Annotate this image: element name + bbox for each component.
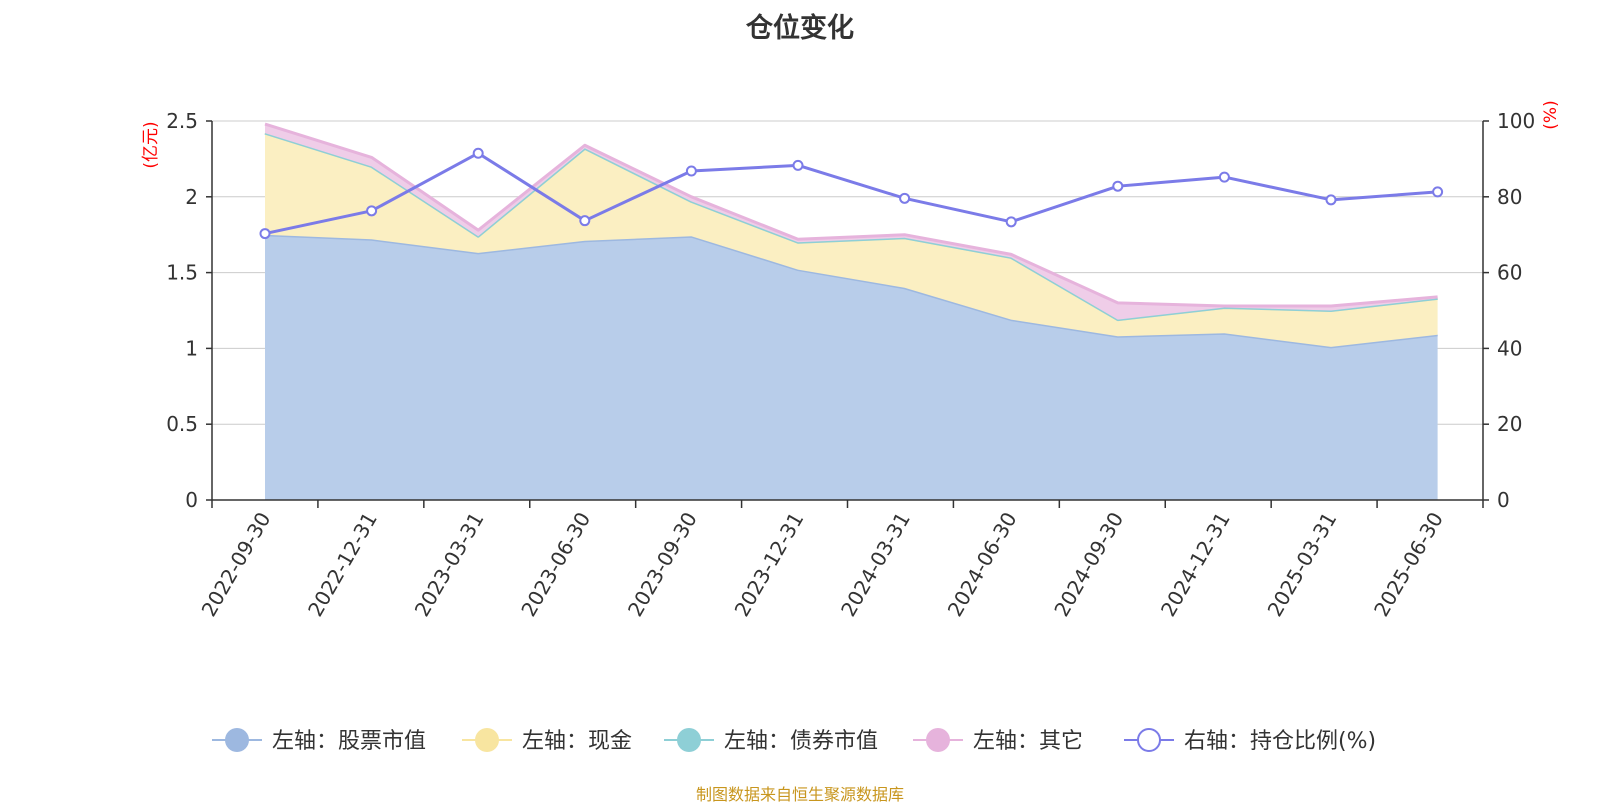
x-tick-label: 2023-06-30 — [516, 508, 595, 621]
right-tick-label: 80 — [1497, 185, 1522, 209]
legend-label: 左轴：现金 — [522, 729, 632, 754]
x-tick-label: 2023-12-31 — [729, 508, 808, 621]
legend-marker — [475, 728, 499, 752]
legend-item[interactable]: 左轴：现金 — [462, 728, 632, 754]
area-左轴：股票市值 — [265, 234, 1438, 500]
left-tick-label: 1.5 — [166, 261, 198, 285]
right-tick-label: 20 — [1497, 412, 1522, 436]
line-point — [899, 192, 911, 204]
legend-item[interactable]: 左轴：债券市值 — [664, 728, 878, 754]
legend-marker — [1137, 728, 1161, 752]
right-tick-label: 60 — [1497, 261, 1522, 285]
x-tick-label: 2022-09-30 — [196, 508, 275, 621]
line-series — [259, 147, 1444, 240]
chart-title: 仓位变化 — [746, 13, 854, 44]
legend-label: 右轴：持仓比例(%) — [1184, 729, 1376, 754]
legend-label: 左轴：股票市值 — [272, 729, 426, 754]
data-source-note: 制图数据来自恒生聚源数据库 — [695, 785, 904, 804]
x-tick-label: 2024-06-30 — [943, 508, 1022, 621]
left-axis-unit: (亿元) — [141, 121, 161, 168]
line-右轴：持仓比例(%) — [264, 151, 1438, 236]
line-point — [259, 228, 271, 240]
line-point — [1325, 194, 1337, 206]
line-point — [579, 215, 591, 227]
left-tick-label: 2 — [185, 185, 198, 209]
legend-item[interactable]: 右轴：持仓比例(%) — [1124, 728, 1376, 754]
legend-marker — [926, 728, 950, 752]
legend-label: 左轴：债券市值 — [724, 729, 878, 754]
x-tick-label: 2024-09-30 — [1049, 508, 1128, 621]
x-tick-label: 2025-03-31 — [1262, 508, 1341, 621]
legend-marker — [225, 728, 249, 752]
x-tick-label: 2024-12-31 — [1156, 508, 1235, 621]
x-tick-label: 2023-09-30 — [623, 508, 702, 621]
left-tick-label: 0 — [185, 488, 198, 512]
line-point — [1005, 216, 1017, 228]
x-tick-label: 2022-12-31 — [303, 508, 382, 621]
area-edge-左轴：其它 — [264, 122, 1438, 308]
right-axis-unit: (%) — [1541, 100, 1561, 129]
x-tick-label: 2024-03-31 — [836, 508, 915, 621]
left-tick-label: 1 — [185, 336, 198, 360]
line-point — [685, 165, 697, 177]
line-point — [1218, 171, 1230, 183]
right-tick-label: 40 — [1497, 336, 1522, 360]
line-point — [1432, 186, 1444, 198]
x-tick-label: 2023-03-31 — [410, 508, 489, 621]
area-series — [264, 122, 1438, 500]
line-point — [366, 205, 378, 217]
line-point — [792, 159, 804, 171]
legend-marker — [677, 728, 701, 752]
right-tick-label: 0 — [1497, 488, 1510, 512]
legend: 左轴：股票市值 左轴：现金 左轴：债券市值 左轴：其它 右轴：持仓比例(%) — [212, 728, 1376, 754]
left-tick-label: 2.5 — [166, 109, 198, 133]
legend-item[interactable]: 左轴：其它 — [913, 728, 1083, 754]
legend-label: 左轴：其它 — [973, 729, 1083, 754]
line-point — [1112, 180, 1124, 192]
left-tick-label: 0.5 — [166, 412, 198, 436]
right-tick-label: 100 — [1497, 109, 1535, 133]
line-point — [472, 147, 484, 159]
legend-item[interactable]: 左轴：股票市值 — [212, 728, 426, 754]
x-tick-label: 2025-06-30 — [1369, 508, 1448, 621]
